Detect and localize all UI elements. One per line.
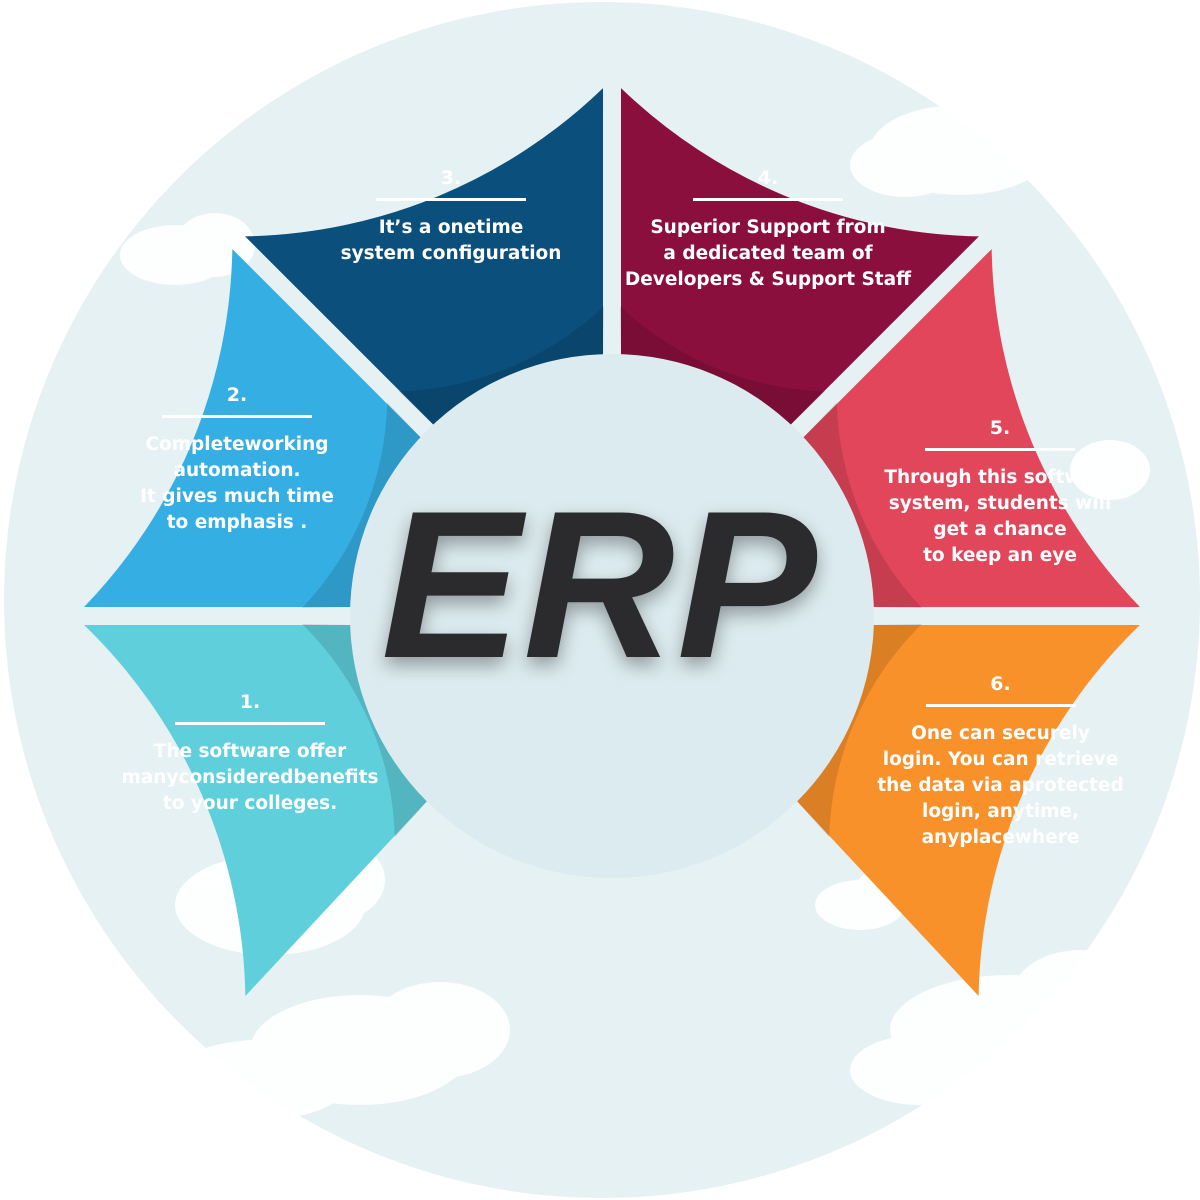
segment-number: 1. (175, 690, 325, 725)
ring-segment-5-inner-band (803, 402, 922, 609)
segment-2-text: 2. Completeworking automation. It gives … (112, 383, 362, 536)
segment-number: 3. (376, 166, 526, 201)
segment-number: 4. (693, 166, 843, 201)
center-disc (350, 354, 874, 878)
ring-segment-5 (803, 249, 1140, 608)
cloud-top-right (850, 90, 1090, 197)
ring-segment-3-inner-band (398, 306, 605, 425)
ring-segment-6 (797, 624, 1140, 996)
segment-number: 6. (925, 672, 1076, 707)
segment-4-text: 4. Superior Support from a dedicated tea… (618, 166, 918, 293)
segment-3-text: 3. It’s a onetime system configuration (320, 166, 582, 267)
segment-description: The software offer manyconsideredbenefit… (121, 741, 379, 814)
segment-description: It’s a onetime system configuration (340, 217, 562, 264)
segment-number: 5. (925, 416, 1075, 451)
ring-segment-4 (620, 88, 979, 425)
cloud-bottom-right (850, 950, 1150, 1105)
segment-number: 2. (162, 383, 312, 418)
ring-segment-1-inner-band (302, 623, 427, 838)
erp-title: ERP (381, 467, 819, 702)
segment-description: Superior Support from a dedicated team o… (624, 217, 912, 290)
segments-layer (84, 88, 1140, 996)
segment-5-text: 5. Through this software system, student… (875, 416, 1125, 569)
segment-6-text: 6. One can securely login. You can retri… (868, 672, 1133, 851)
segment-description: Through this software system, students w… (884, 467, 1116, 566)
segment-description: Completeworking automation. It gives muc… (140, 434, 334, 533)
ring-segment-6-inner-band (797, 623, 922, 838)
ring-segment-4-inner-band (619, 306, 826, 425)
segment-description: One can securely login. You can retrieve… (877, 723, 1124, 848)
segment-1-text: 1. The software offer manyconsideredbene… (120, 690, 380, 817)
ring-segment-1 (84, 624, 427, 996)
ring-segment-2-inner-band (302, 402, 421, 609)
ring-segment-3 (245, 88, 604, 425)
ring-segment-2 (84, 249, 421, 608)
cloud-right (1070, 440, 1150, 500)
